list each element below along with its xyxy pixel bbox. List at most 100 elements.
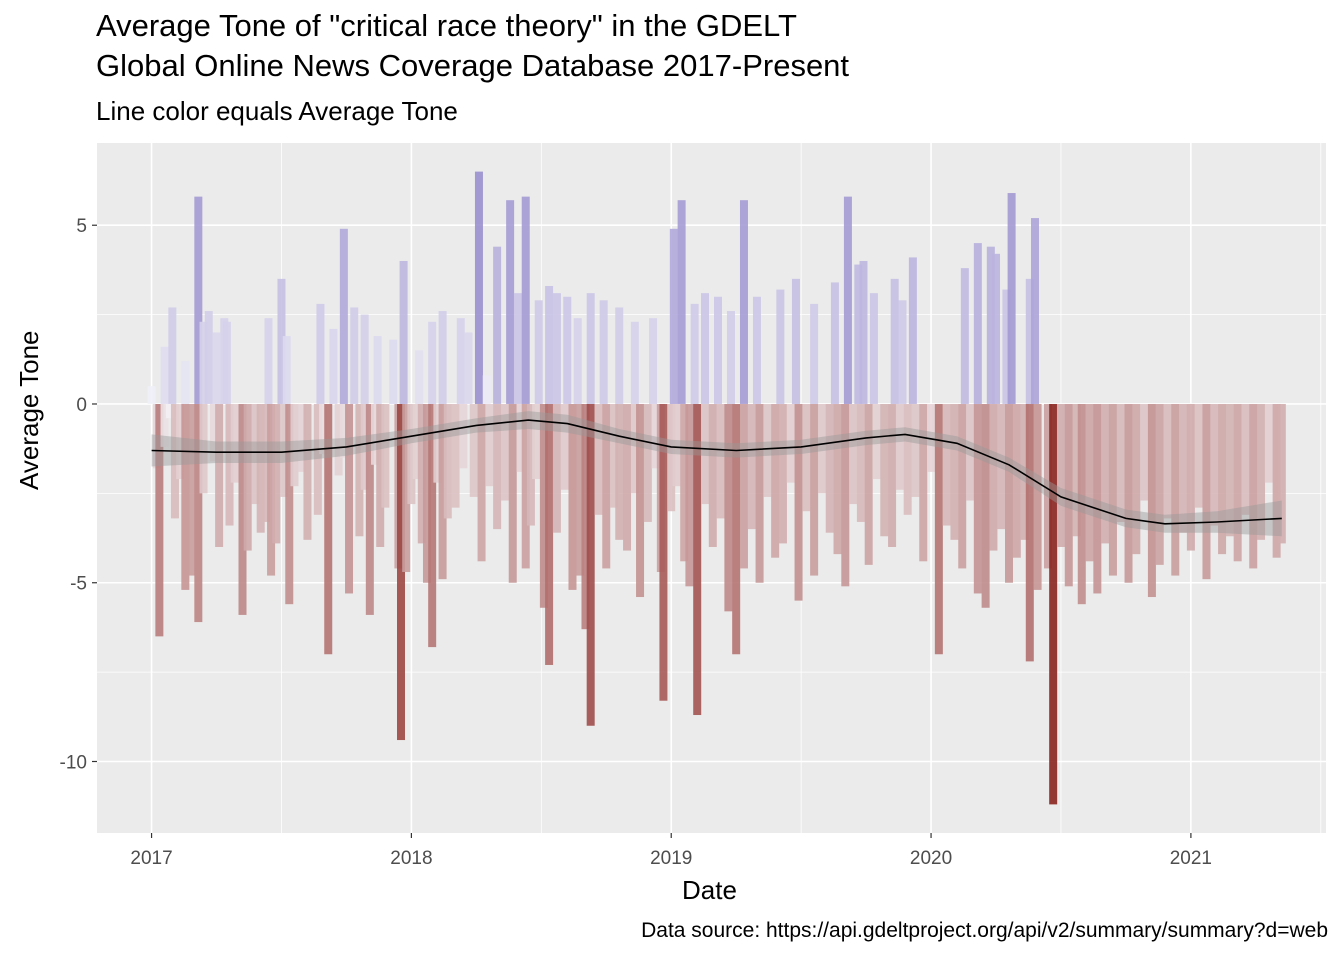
tone-bar (438, 311, 447, 404)
tone-bar (911, 403, 920, 497)
tone-bar (355, 403, 364, 537)
tone-bar (856, 403, 865, 522)
tone-bar (256, 403, 265, 533)
tone-bar (474, 171, 483, 404)
tone-bar (1056, 403, 1065, 547)
tone-bar (713, 296, 722, 404)
tone-bar (376, 403, 385, 547)
tone-bar (1108, 403, 1117, 576)
tone-bar (869, 293, 878, 404)
tone-bar (438, 403, 447, 580)
tone-bar (539, 403, 548, 608)
tone-bar (1241, 403, 1250, 515)
tone-bar (506, 200, 515, 404)
tone-bar (573, 318, 582, 404)
tone-bar (610, 403, 619, 508)
tone-bar (586, 293, 595, 404)
tone-bar (810, 403, 819, 576)
x-tick-label: 2021 (1170, 848, 1212, 869)
tone-bar (927, 403, 936, 472)
tone-bar (841, 403, 850, 587)
tone-bar (199, 403, 208, 494)
tone-bar (212, 332, 221, 404)
tone-bar (1093, 403, 1102, 594)
tone-bar (264, 318, 273, 404)
tone-bar (615, 307, 624, 404)
smooth-trend-line (151, 419, 1282, 525)
tone-bar (373, 336, 382, 404)
tone-bar (360, 314, 369, 404)
tone-bar (1210, 403, 1219, 526)
tone-bar (630, 321, 639, 404)
tone-bar (560, 403, 569, 490)
tone-bar (960, 268, 969, 404)
tone-bar (313, 403, 322, 515)
tone-bar (464, 332, 473, 404)
tone-bar (888, 403, 897, 547)
tone-bar (649, 318, 658, 404)
tone-bar (701, 293, 710, 404)
tone-bar (576, 403, 585, 576)
tone-bar (230, 403, 239, 483)
tone-bar (243, 403, 252, 551)
tone-bar (825, 403, 834, 533)
tone-bar (168, 307, 177, 404)
tone-bar (739, 200, 748, 404)
tone-bar (685, 403, 694, 587)
tone-bar (958, 403, 967, 569)
tone-bar (303, 403, 312, 540)
tone-bar (1012, 403, 1021, 558)
tone-bar (1171, 403, 1180, 576)
tone-bar (817, 403, 826, 494)
tone-bar (285, 403, 294, 605)
tone-bar (895, 403, 904, 490)
tone-bar (992, 253, 1001, 404)
tone-bar (854, 264, 863, 404)
y-tick-label: -5 (70, 574, 87, 595)
tone-bar (482, 375, 491, 404)
tone-bar (623, 403, 632, 551)
tone-bar (986, 246, 995, 404)
x-tick-label: 2017 (130, 848, 172, 869)
tone-bar (1020, 403, 1029, 540)
tone-bar (636, 403, 645, 598)
tone-bar (552, 293, 561, 404)
tone-bar (412, 403, 421, 480)
tone-bar (747, 403, 756, 530)
tone-bar (1101, 403, 1110, 544)
tone-bar (794, 403, 803, 601)
tone-bar (791, 278, 800, 404)
tone-bar (1049, 403, 1058, 805)
tone-bar (199, 321, 208, 404)
tone-bar (716, 403, 725, 519)
tone-bar (997, 403, 1006, 530)
tone-bar (1140, 403, 1149, 501)
tone-bar (397, 403, 406, 741)
tone-bar (194, 403, 203, 623)
tone-bar (919, 403, 928, 562)
y-tick-label: 0 (76, 395, 87, 416)
tone-bar (360, 403, 369, 490)
tone-bar (1085, 403, 1094, 562)
tone-bar (402, 403, 411, 573)
tone-bar (669, 228, 678, 404)
tone-bar (521, 196, 530, 404)
tone-bar (908, 257, 917, 404)
tone-bar (282, 336, 291, 404)
tone-bar (160, 403, 169, 447)
tone-bar (526, 403, 535, 526)
tone-bar (204, 311, 213, 404)
chart-title-line-2: Global Online News Coverage Database 201… (96, 48, 850, 83)
tone-bar (319, 403, 328, 455)
tone-bar (680, 403, 689, 562)
tone-bar (1064, 403, 1073, 587)
tone-bar (739, 403, 748, 569)
tone-bar (830, 282, 839, 404)
tone-bar (267, 403, 276, 576)
tone-bar (667, 403, 676, 512)
tone-bar (493, 403, 502, 530)
tone-bar (849, 403, 858, 505)
smooth-trend (151, 411, 1282, 537)
tone-bar (165, 403, 174, 419)
tone-bar (552, 403, 561, 533)
